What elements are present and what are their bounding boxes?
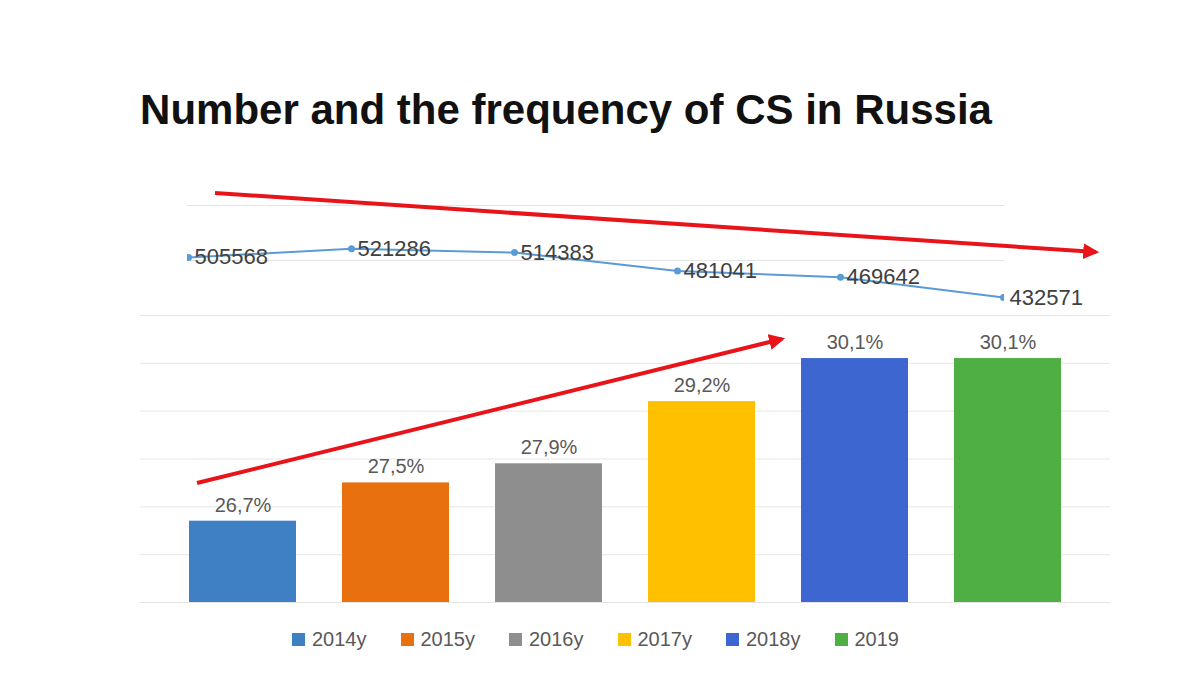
html-text:2016y: 2016y	[529, 628, 584, 650]
svg-text:469642: 469642	[847, 264, 920, 289]
html-text:Number and the frequency of CS: Number and the frequency of CS in Russia	[140, 86, 992, 133]
svg-text:505568: 505568	[195, 244, 268, 269]
svg-text:30,1%: 30,1%	[980, 331, 1037, 353]
html-text:2017y: 2017y	[637, 628, 692, 650]
svg-text:29,2%: 29,2%	[674, 374, 731, 396]
svg-text:30,1%: 30,1%	[827, 331, 884, 353]
html-text:2018y: 2018y	[746, 628, 801, 650]
svg-text:514383: 514383	[521, 240, 594, 265]
html-text:2014y: 2014y	[312, 628, 367, 650]
svg-text:27,5%: 27,5%	[368, 455, 425, 477]
svg-text:26,7%: 26,7%	[215, 494, 272, 516]
html-text:2015y: 2015y	[420, 628, 475, 650]
svg-text:27,9%: 27,9%	[521, 436, 578, 458]
svg-text:481041: 481041	[684, 258, 757, 283]
svg-text:521286: 521286	[358, 236, 431, 261]
html-text:2019: 2019	[854, 628, 899, 650]
svg-text:432571: 432571	[1010, 285, 1083, 310]
